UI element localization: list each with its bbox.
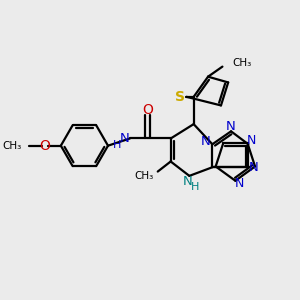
Text: N: N	[201, 135, 211, 148]
Text: N: N	[249, 161, 258, 174]
Text: N: N	[246, 134, 256, 147]
Text: N: N	[183, 175, 193, 188]
Text: S: S	[175, 90, 185, 104]
Text: H: H	[191, 182, 199, 192]
Text: N: N	[226, 120, 236, 133]
Text: N: N	[120, 132, 130, 145]
Text: O: O	[40, 139, 50, 153]
Text: CH₃: CH₃	[3, 141, 22, 151]
Text: N: N	[235, 177, 244, 190]
Text: O: O	[142, 103, 153, 117]
Text: CH₃: CH₃	[134, 172, 153, 182]
Text: CH₃: CH₃	[232, 58, 252, 68]
Text: H: H	[113, 140, 122, 150]
